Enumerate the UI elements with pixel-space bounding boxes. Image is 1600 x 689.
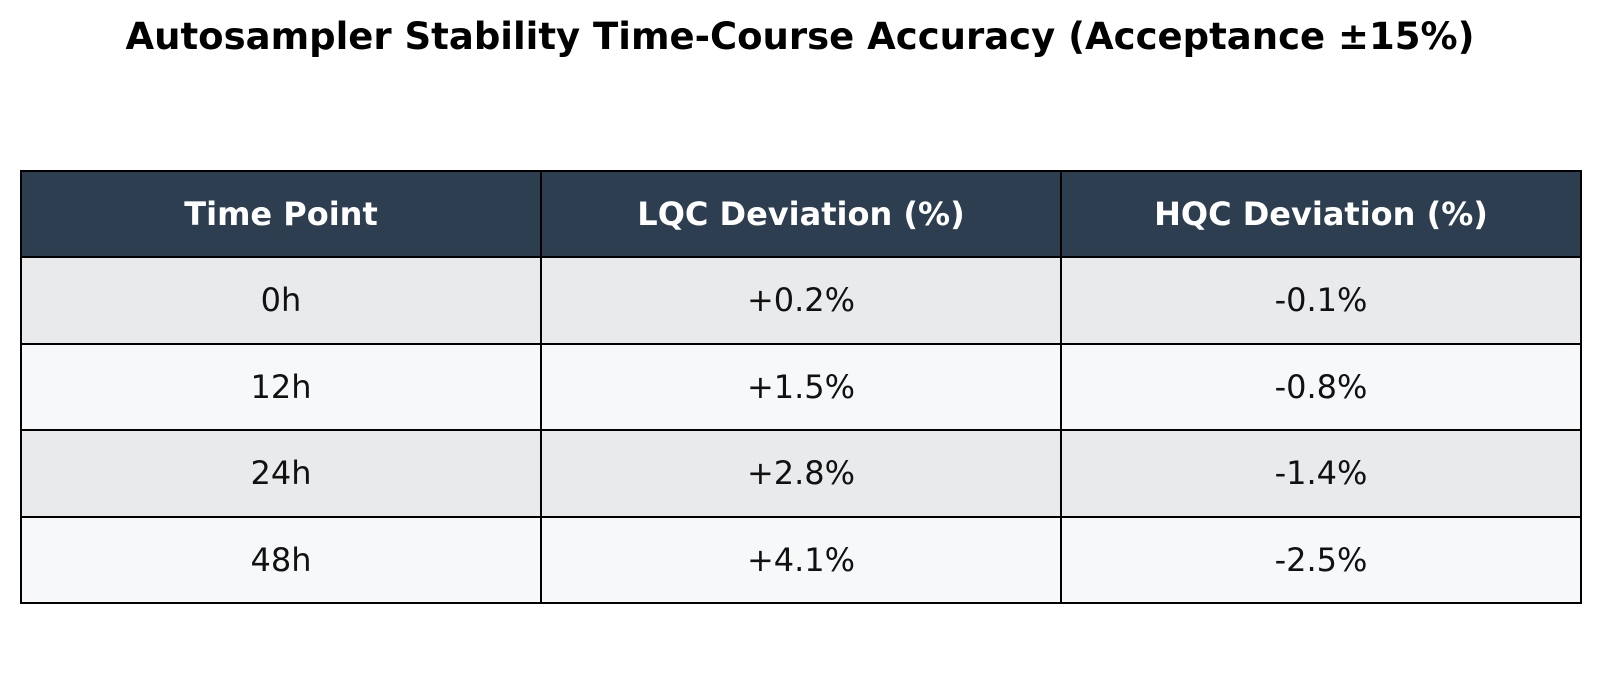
- chart-title: Autosampler Stability Time-Course Accura…: [125, 15, 1475, 58]
- cell-time-point: 0h: [20, 256, 542, 345]
- cell-lqc-deviation: +2.8%: [540, 429, 1062, 518]
- table-row: 24h +2.8% -1.4%: [20, 429, 1582, 518]
- cell-lqc-deviation: +0.2%: [540, 256, 1062, 345]
- cell-lqc-deviation: +4.1%: [540, 515, 1062, 604]
- data-table: Time Point LQC Deviation (%) HQC Deviati…: [20, 170, 1582, 604]
- table-header-row: Time Point LQC Deviation (%) HQC Deviati…: [20, 170, 1582, 258]
- cell-time-point: 48h: [20, 515, 542, 604]
- column-header-lqc-deviation: LQC Deviation (%): [540, 170, 1062, 258]
- column-header-hqc-deviation: HQC Deviation (%): [1060, 170, 1582, 258]
- table-row: 48h +4.1% -2.5%: [20, 515, 1582, 604]
- cell-time-point: 12h: [20, 342, 542, 431]
- column-header-time-point: Time Point: [20, 170, 542, 258]
- cell-hqc-deviation: -2.5%: [1060, 515, 1582, 604]
- cell-hqc-deviation: -1.4%: [1060, 429, 1582, 518]
- table-row: 12h +1.5% -0.8%: [20, 342, 1582, 431]
- cell-hqc-deviation: -0.1%: [1060, 256, 1582, 345]
- cell-lqc-deviation: +1.5%: [540, 342, 1062, 431]
- table-row: 0h +0.2% -0.1%: [20, 256, 1582, 345]
- cell-time-point: 24h: [20, 429, 542, 518]
- cell-hqc-deviation: -0.8%: [1060, 342, 1582, 431]
